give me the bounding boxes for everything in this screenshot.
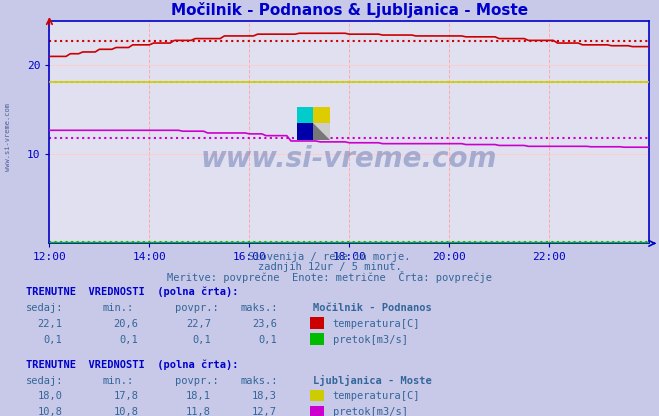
Text: 18,1: 18,1 [186,391,211,401]
Text: maks.:: maks.: [241,303,278,313]
Text: sedaj:: sedaj: [26,376,64,386]
Text: Slovenija / reke in morje.: Slovenija / reke in morje. [248,252,411,262]
Bar [313,107,330,124]
Text: 17,8: 17,8 [113,391,138,401]
Text: pretok[m3/s]: pretok[m3/s] [333,407,408,416]
Text: zadnjih 12ur / 5 minut.: zadnjih 12ur / 5 minut. [258,262,401,272]
Text: 0,1: 0,1 [258,335,277,345]
Text: 11,8: 11,8 [186,407,211,416]
Text: povpr.:: povpr.: [175,303,218,313]
Text: 22,7: 22,7 [186,319,211,329]
Text: www.si-vreme.com: www.si-vreme.com [5,103,11,171]
Text: min.:: min.: [102,376,133,386]
Text: temperatura[C]: temperatura[C] [333,319,420,329]
Text: www.si-vreme.com: www.si-vreme.com [201,145,498,173]
Text: 22,1: 22,1 [38,319,63,329]
Text: TRENUTNE  VREDNOSTI  (polna črta):: TRENUTNE VREDNOSTI (polna črta): [26,359,239,370]
Bar [297,124,313,140]
Text: TRENUTNE  VREDNOSTI  (polna črta):: TRENUTNE VREDNOSTI (polna črta): [26,287,239,297]
Text: 10,8: 10,8 [113,407,138,416]
Text: temperatura[C]: temperatura[C] [333,391,420,401]
Text: 0,1: 0,1 [192,335,211,345]
Text: Meritve: povprečne  Enote: metrične  Črta: povprečje: Meritve: povprečne Enote: metrične Črta:… [167,271,492,283]
Polygon shape [313,124,330,140]
Text: 10,8: 10,8 [38,407,63,416]
Text: min.:: min.: [102,303,133,313]
Text: povpr.:: povpr.: [175,376,218,386]
Text: Ljubljanica - Moste: Ljubljanica - Moste [313,374,432,386]
Text: sedaj:: sedaj: [26,303,64,313]
Text: 23,6: 23,6 [252,319,277,329]
Text: maks.:: maks.: [241,376,278,386]
Text: 18,3: 18,3 [252,391,277,401]
Text: 18,0: 18,0 [38,391,63,401]
Text: pretok[m3/s]: pretok[m3/s] [333,335,408,345]
Text: 0,1: 0,1 [44,335,63,345]
Text: 12,7: 12,7 [252,407,277,416]
Text: Močilnik - Podnanos: Močilnik - Podnanos [313,303,432,313]
Text: 20,6: 20,6 [113,319,138,329]
Title: Močilnik - Podnanos & Ljubljanica - Moste: Močilnik - Podnanos & Ljubljanica - Most… [171,2,528,18]
Text: 0,1: 0,1 [120,335,138,345]
Bar [297,107,313,124]
Polygon shape [313,124,330,140]
